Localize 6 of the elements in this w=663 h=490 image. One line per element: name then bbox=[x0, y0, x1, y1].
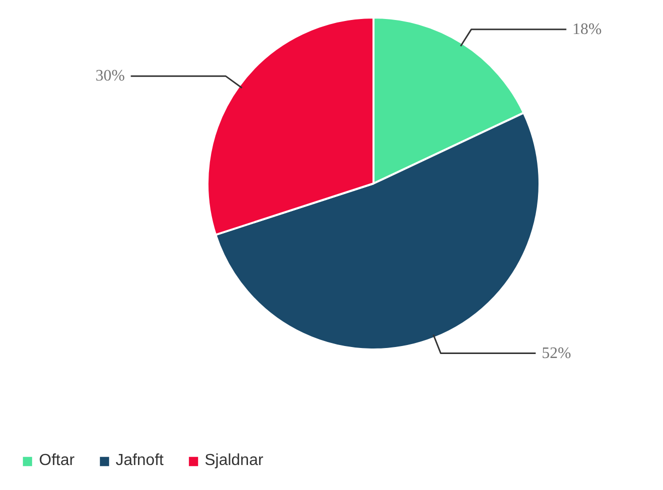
data-label: 52% bbox=[542, 344, 572, 362]
legend-label: Jafnoft bbox=[116, 452, 164, 470]
data-label: 30% bbox=[95, 68, 125, 85]
data-label: 18% bbox=[572, 20, 602, 38]
legend-label: Oftar bbox=[39, 452, 75, 470]
legend-label: Sjaldnar bbox=[204, 452, 264, 470]
